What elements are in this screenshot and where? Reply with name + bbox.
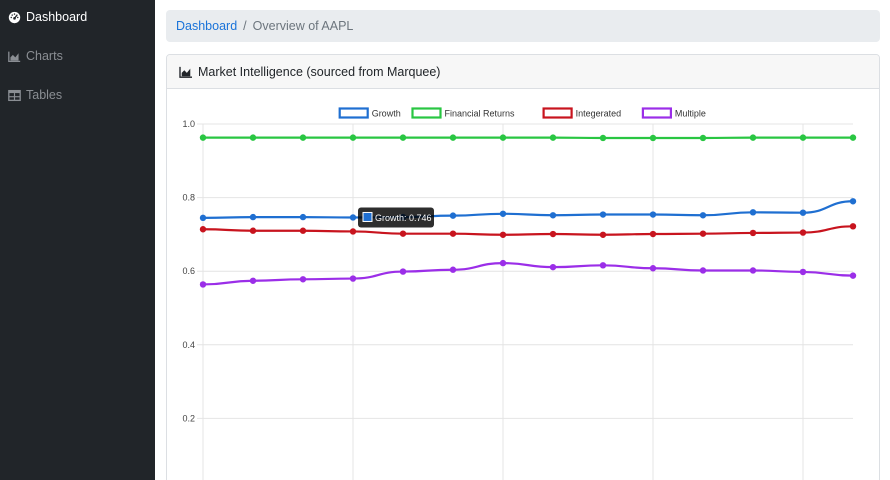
data-point [649, 211, 657, 218]
y-tick-label: 0.6 [182, 266, 195, 276]
data-point [299, 213, 307, 221]
data-point [499, 134, 507, 141]
data-point [499, 210, 507, 217]
data-point [199, 226, 207, 233]
data-point [199, 214, 207, 222]
tooltip-swatch [362, 211, 373, 222]
breadcrumb-current: Overview of AAPL [252, 19, 354, 33]
data-point [599, 211, 607, 218]
sidebar-item-tables[interactable]: Tables [8, 83, 62, 107]
data-point [799, 268, 807, 276]
data-point [649, 134, 657, 142]
data-point [299, 276, 307, 283]
data-point [199, 281, 207, 288]
data-point [599, 262, 607, 269]
area-chart-icon [8, 50, 21, 63]
data-point [349, 275, 357, 282]
data-point [849, 134, 857, 141]
data-point [699, 230, 707, 237]
legend-label: Financial Returns [445, 109, 516, 119]
data-point [649, 265, 657, 272]
sidebar-item-dashboard[interactable]: Dashboard [8, 5, 87, 29]
data-point [849, 272, 857, 279]
data-point [449, 266, 457, 273]
y-tick-label: 0.2 [182, 413, 195, 423]
series-line-growth [202, 200, 854, 219]
chart-card: Market Intelligence (sourced from Marque… [166, 54, 880, 480]
tooltip [358, 207, 434, 228]
data-point [249, 134, 257, 141]
data-point [749, 134, 757, 141]
data-point [799, 209, 807, 216]
data-point [299, 134, 307, 141]
data-point [399, 268, 407, 275]
sidebar-item-label: Tables [26, 88, 63, 102]
data-point [349, 228, 357, 235]
data-point [649, 230, 657, 238]
data-point [699, 267, 707, 274]
data-point [449, 134, 457, 141]
y-tick-label: 0.4 [182, 340, 195, 350]
data-point [749, 229, 757, 237]
data-point [349, 134, 357, 141]
data-point [399, 134, 407, 141]
data-point [549, 230, 557, 238]
data-point [499, 231, 507, 238]
legend-swatch [542, 107, 573, 119]
y-tick-label: 1.0 [182, 119, 195, 129]
tooltip-text: Growth: 0.746 [375, 213, 432, 223]
card-header: Market Intelligence (sourced from Marque… [167, 55, 879, 89]
data-point [499, 259, 507, 267]
legend-label: Integerated [576, 109, 622, 119]
data-point [199, 134, 207, 141]
sidebar: Dashboard Charts Tables [0, 0, 155, 480]
y-tick-label: 0.8 [182, 193, 195, 203]
area-chart-icon [179, 66, 193, 78]
data-point [549, 263, 557, 271]
legend-swatch [338, 107, 369, 119]
data-point [449, 212, 457, 219]
data-point [849, 223, 857, 230]
data-point [449, 230, 457, 237]
data-point [549, 212, 557, 219]
data-point [249, 213, 257, 221]
data-point [749, 267, 757, 274]
data-point [599, 231, 607, 238]
data-point [699, 212, 707, 219]
data-point [249, 277, 257, 284]
data-point [249, 227, 257, 234]
series-line-integerated [202, 225, 854, 236]
data-point [299, 227, 307, 234]
data-point [599, 134, 607, 142]
data-point [849, 198, 857, 205]
sidebar-item-charts[interactable]: Charts [8, 44, 63, 68]
data-point [699, 134, 707, 142]
sidebar-item-label: Dashboard [26, 10, 88, 24]
breadcrumb-separator: / [243, 19, 247, 33]
table-icon [8, 89, 21, 102]
data-point [749, 209, 757, 216]
data-point [549, 134, 557, 141]
tachometer-icon [8, 11, 21, 24]
legend-label: Growth [372, 109, 401, 119]
legend-swatch [641, 107, 673, 119]
breadcrumb-link-dashboard[interactable]: Dashboard [176, 19, 238, 33]
card-title: Market Intelligence (sourced from Marque… [198, 64, 441, 79]
breadcrumb: Dashboard / Overview of AAPL [166, 10, 880, 42]
sidebar-item-label: Charts [26, 49, 63, 63]
data-point [349, 214, 357, 221]
legend-swatch [411, 107, 442, 119]
legend-label: Multiple [675, 109, 706, 119]
series-line-multiple [202, 262, 854, 286]
data-point [799, 229, 807, 236]
data-point [399, 230, 407, 237]
data-point [799, 134, 807, 141]
